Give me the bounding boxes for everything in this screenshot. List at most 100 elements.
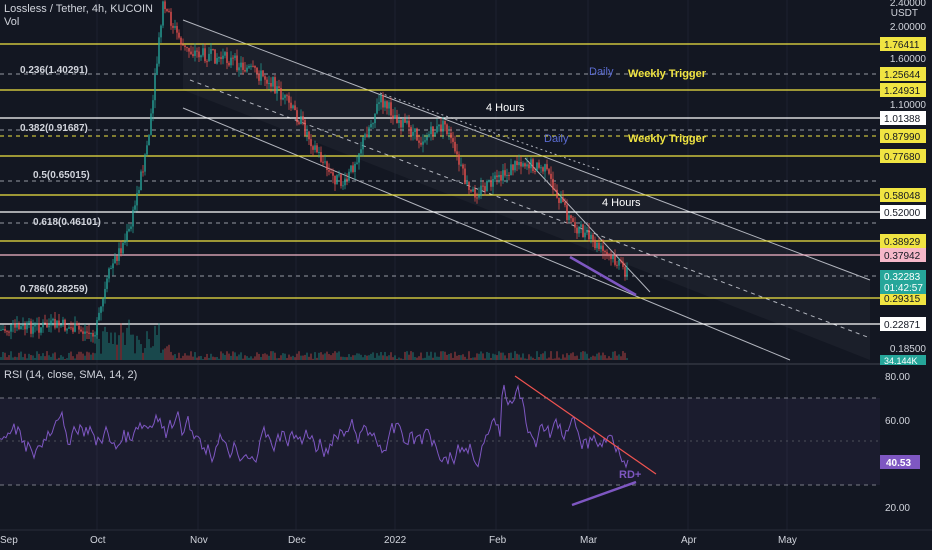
candle-body bbox=[276, 86, 278, 94]
candle-body bbox=[246, 67, 248, 72]
candle-body bbox=[86, 331, 88, 333]
volume-bar bbox=[246, 356, 248, 360]
symbol-title[interactable]: Lossless / Tether, 4h, KUCOIN bbox=[4, 3, 153, 15]
candle-body bbox=[2, 328, 4, 330]
candle-body bbox=[478, 195, 480, 198]
candle-body bbox=[440, 124, 442, 132]
volume-bar bbox=[350, 356, 352, 360]
candlestick-series[interactable] bbox=[0, 0, 628, 344]
volume-bar bbox=[232, 351, 234, 360]
candle-body bbox=[154, 74, 156, 101]
candle-body bbox=[74, 323, 76, 332]
rsi-legend[interactable]: RSI (14, close, SMA, 14, 2) bbox=[4, 369, 137, 381]
volume-bar bbox=[140, 344, 142, 360]
candle-body bbox=[438, 124, 440, 127]
candle-body bbox=[394, 115, 396, 119]
volume-bar bbox=[210, 353, 212, 360]
candle-body bbox=[530, 159, 532, 169]
volume-bar bbox=[10, 351, 12, 360]
volume-bar bbox=[468, 351, 470, 360]
candle-body bbox=[64, 319, 66, 331]
volume-bar bbox=[304, 354, 306, 360]
rsi-line[interactable] bbox=[0, 384, 629, 469]
level-tag bbox=[880, 234, 926, 248]
candle-body bbox=[424, 140, 426, 142]
candle-body bbox=[342, 185, 344, 187]
level-price: 1.25644 bbox=[884, 70, 921, 81]
candle-body bbox=[326, 161, 328, 171]
volume-bar bbox=[174, 354, 176, 360]
volume-bar bbox=[568, 355, 570, 360]
volume-bar bbox=[136, 335, 138, 360]
candle-body bbox=[414, 128, 416, 132]
volume-bar bbox=[346, 357, 348, 360]
candle-body bbox=[124, 241, 126, 243]
volume-bar bbox=[522, 353, 524, 360]
candle-body bbox=[360, 149, 362, 154]
volume-legend[interactable]: Vol bbox=[4, 16, 20, 28]
candle-body bbox=[338, 174, 340, 176]
volume-bar bbox=[524, 358, 526, 360]
candle-body bbox=[48, 325, 50, 328]
fib-label-0618: 0.618(0.46101) bbox=[33, 217, 101, 228]
volume-bar bbox=[318, 352, 320, 360]
volume-bar bbox=[124, 344, 126, 360]
candle-body bbox=[78, 325, 80, 330]
volume-bar bbox=[238, 354, 240, 360]
candle-body bbox=[212, 48, 214, 50]
rd-plus-label: RD+ bbox=[619, 469, 641, 481]
volume-bar bbox=[74, 358, 76, 360]
volume-bar bbox=[168, 344, 170, 360]
candle-body bbox=[120, 248, 122, 254]
candle-body bbox=[46, 322, 48, 328]
candle-body bbox=[98, 312, 100, 321]
volume-bar bbox=[330, 355, 332, 360]
volume-bar bbox=[334, 351, 336, 360]
candle-body bbox=[18, 323, 20, 330]
volume-bar bbox=[510, 352, 512, 360]
volume-bar bbox=[144, 348, 146, 360]
volume-bar bbox=[34, 357, 36, 360]
candle-body bbox=[272, 77, 274, 87]
volume-bar bbox=[22, 357, 24, 360]
candle-body bbox=[284, 95, 286, 98]
candle-body bbox=[268, 83, 270, 85]
volume-bar bbox=[582, 351, 584, 360]
volume-bar bbox=[150, 347, 152, 360]
candle-body bbox=[40, 327, 42, 333]
candle-body bbox=[54, 318, 56, 328]
candle-body bbox=[134, 205, 136, 210]
candle-body bbox=[540, 167, 542, 169]
candle-body bbox=[498, 174, 500, 178]
volume-bar bbox=[422, 358, 424, 360]
candle-body bbox=[144, 154, 146, 172]
candle-body bbox=[418, 140, 420, 143]
candle-body bbox=[344, 178, 346, 186]
candle-body bbox=[172, 25, 174, 28]
volume-bar bbox=[432, 357, 434, 360]
volume-bar bbox=[470, 358, 472, 360]
volume-bar bbox=[444, 351, 446, 360]
volume-bar bbox=[540, 354, 542, 360]
chart-header[interactable]: Lossless / Tether, 4h, KUCOIN Vol bbox=[4, 3, 153, 29]
volume-bar bbox=[518, 354, 520, 360]
time-axis[interactable]: Sep Oct Nov Dec 2022 Feb Mar Apr May bbox=[0, 535, 797, 546]
volume-bar bbox=[164, 348, 166, 360]
candle-body bbox=[108, 268, 110, 279]
volume-bar bbox=[156, 334, 158, 360]
candle-body bbox=[248, 66, 250, 68]
candle-body bbox=[528, 164, 530, 169]
volume-bar bbox=[16, 357, 18, 360]
volume-bar bbox=[614, 351, 616, 360]
volume-bar bbox=[600, 355, 602, 360]
level-tag bbox=[880, 248, 926, 262]
volume-bar bbox=[166, 346, 168, 360]
candle-body bbox=[214, 49, 216, 64]
time-label-may: May bbox=[778, 535, 797, 546]
time-label-mar: Mar bbox=[580, 535, 598, 546]
volume-bar bbox=[54, 352, 56, 360]
volume-bar bbox=[6, 357, 8, 360]
volume-bar bbox=[78, 351, 80, 360]
candle-body bbox=[370, 124, 372, 128]
